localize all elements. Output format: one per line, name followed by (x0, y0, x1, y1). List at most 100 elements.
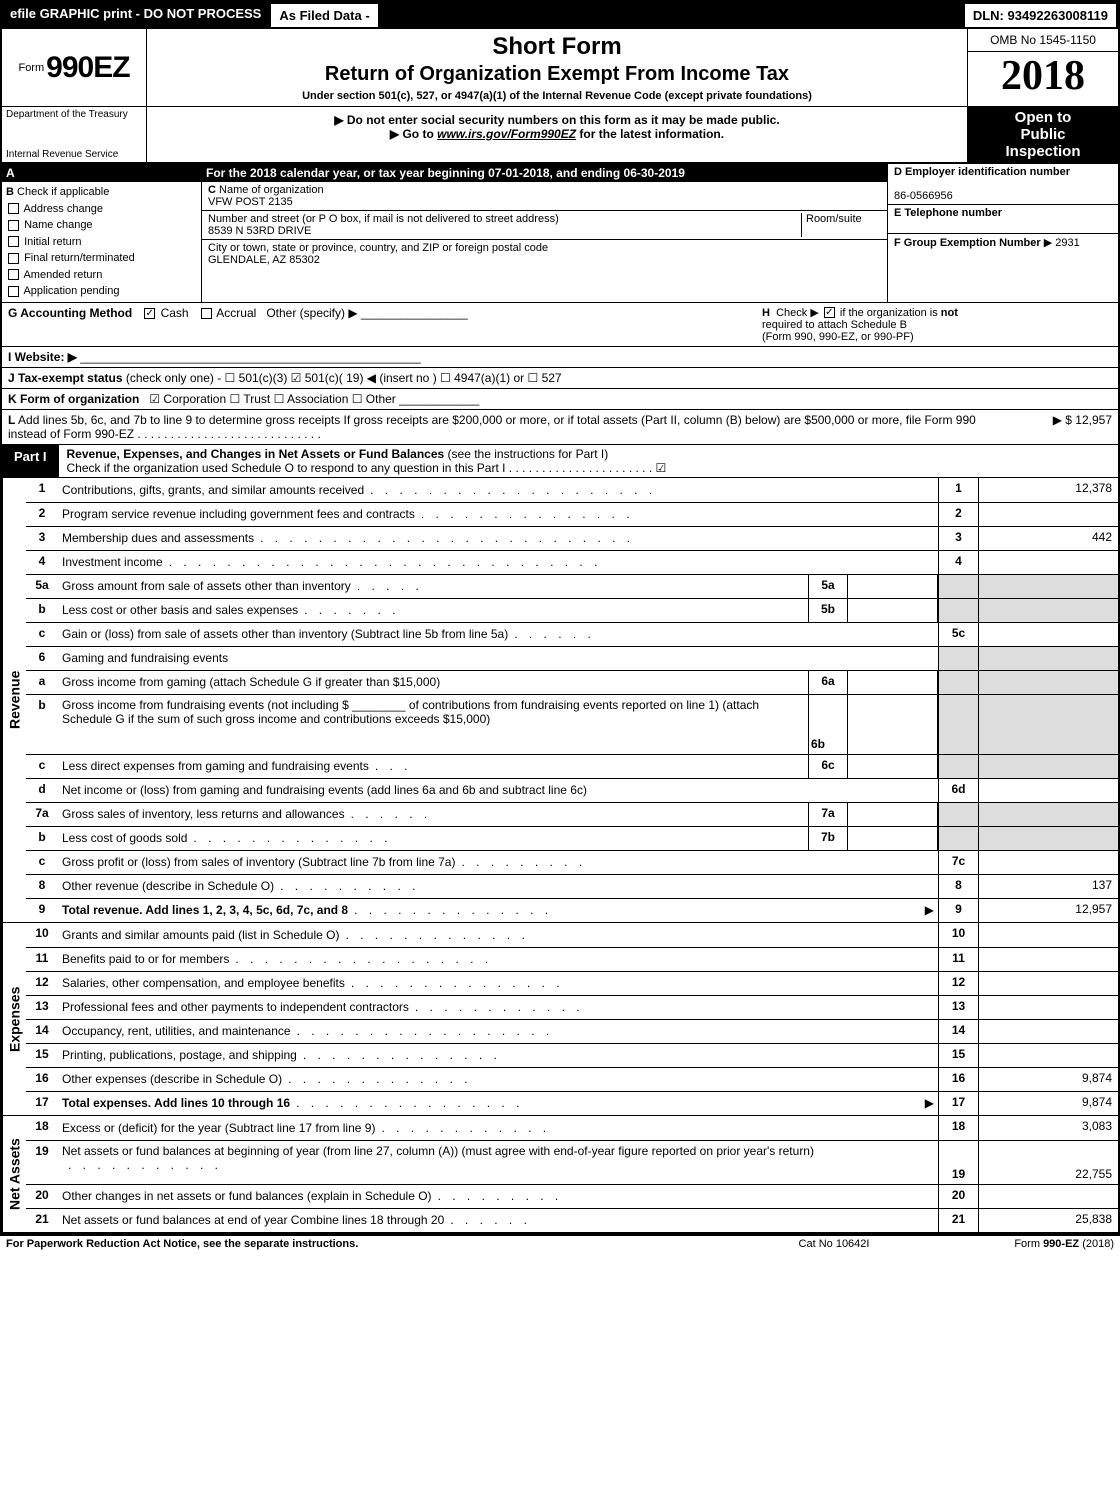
checkbox-final-return[interactable] (8, 253, 19, 264)
g-label: G Accounting Method (8, 306, 132, 320)
ln12-num: 12 (26, 972, 58, 995)
b-item-4: Amended return (23, 269, 102, 281)
ln11-val (978, 948, 1118, 971)
checkbox-amended-return[interactable] (8, 269, 19, 280)
dept-treasury: Department of the Treasury (6, 109, 142, 120)
line-17: 17 Total expenses. Add lines 10 through … (26, 1091, 1118, 1115)
i-label: I Website: ▶ (8, 350, 77, 364)
ln7b-val (978, 827, 1118, 850)
line-7b: b Less cost of goods sold. . . . . . . .… (26, 826, 1118, 850)
open-public-badge: Open to Public Inspection (968, 107, 1118, 162)
netassets-lines: 18 Excess or (deficit) for the year (Sub… (26, 1116, 1118, 1232)
ln8-num: 8 (26, 875, 58, 898)
form-word: Form (18, 62, 44, 74)
line-13: 13 Professional fees and other payments … (26, 995, 1118, 1019)
ln20-desc: Other changes in net assets or fund bala… (62, 1189, 432, 1203)
line-10: 10 Grants and similar amounts paid (list… (26, 923, 1118, 947)
ln19-val: 22,755 (978, 1141, 1118, 1184)
netassets-side-label: Net Assets (2, 1116, 26, 1232)
a-end-date: 06-30-2019 (624, 166, 685, 180)
checkbox-accrual[interactable] (201, 308, 212, 319)
ln6-desc-wrap: Gaming and fundraising events (58, 647, 938, 670)
org-city: GLENDALE, AZ 85302 (208, 254, 320, 266)
room-suite-label: Room/suite (806, 213, 862, 225)
ln17-rnum: 17 (938, 1092, 978, 1115)
ln7a-rnum (938, 803, 978, 826)
b-item-1: Name change (24, 219, 93, 231)
ln13-val (978, 996, 1118, 1019)
checkbox-cash[interactable] (144, 308, 155, 319)
checkbox-initial-return[interactable] (8, 236, 19, 247)
goto-pre: ▶ Go to (390, 127, 437, 141)
expenses-side-label: Expenses (2, 923, 26, 1115)
ln6c-desc-wrap: Less direct expenses from gaming and fun… (58, 755, 808, 778)
k-label: K Form of organization (8, 392, 139, 406)
ln13-rnum: 13 (938, 996, 978, 1019)
ln7a-val (978, 803, 1118, 826)
checkbox-h[interactable] (824, 307, 835, 318)
line-6c: c Less direct expenses from gaming and f… (26, 754, 1118, 778)
ln21-desc-wrap: Net assets or fund balances at end of ye… (58, 1209, 938, 1232)
ln6b-desc-wrap: Gross income from fundraising events (no… (58, 695, 808, 754)
ln5b-val (978, 599, 1118, 622)
ln5b-sub: 5b (808, 599, 848, 622)
omb-number: OMB No 1545-1150 (968, 29, 1118, 52)
inspection: Inspection (970, 143, 1116, 160)
g-accrual: Accrual (216, 306, 256, 320)
ein-value: 86-0566956 (894, 190, 953, 202)
ln10-rnum: 10 (938, 923, 978, 947)
footer-cat: Cat No 10642I (734, 1238, 934, 1250)
ln6d-val (978, 779, 1118, 802)
h-not: not (941, 307, 958, 319)
expenses-section: Expenses 10 Grants and similar amounts p… (2, 923, 1118, 1116)
ln6d-desc-wrap: Net income or (loss) from gaming and fun… (58, 779, 938, 802)
ln6c-subval (848, 755, 938, 778)
ln5b-subval (848, 599, 938, 622)
ln5c-num: c (26, 623, 58, 646)
ln6a-val (978, 671, 1118, 694)
line-7c: c Gross profit or (loss) from sales of i… (26, 850, 1118, 874)
h-text3: required to attach Schedule B (762, 319, 907, 331)
ln19-rnum: 19 (938, 1141, 978, 1184)
line-6: 6 Gaming and fundraising events (26, 646, 1118, 670)
ln20-num: 20 (26, 1185, 58, 1208)
ln3-val: 442 (978, 527, 1118, 550)
ln6b-val (978, 695, 1118, 754)
subtitle: Under section 501(c), 527, or 4947(a)(1)… (153, 90, 961, 102)
ln17-num: 17 (26, 1092, 58, 1115)
ln6d-num: d (26, 779, 58, 802)
ln7b-desc: Less cost of goods sold (62, 831, 187, 845)
ln1-val: 12,378 (978, 478, 1118, 502)
ln8-desc: Other revenue (describe in Schedule O) (62, 879, 274, 893)
ln7b-desc-wrap: Less cost of goods sold. . . . . . . . .… (58, 827, 808, 850)
irs-link[interactable]: www.irs.gov/Form990EZ (437, 127, 576, 141)
ln14-val (978, 1020, 1118, 1043)
ln7a-num: 7a (26, 803, 58, 826)
checkbox-application-pending[interactable] (8, 286, 19, 297)
ln4-num: 4 (26, 551, 58, 574)
ln9-rnum: 9 (938, 899, 978, 922)
ln6d-rnum: 6d (938, 779, 978, 802)
ln16-rnum: 16 (938, 1068, 978, 1091)
ln5c-rnum: 5c (938, 623, 978, 646)
b-item-2: Initial return (24, 236, 81, 248)
d-label: D Employer identification number (894, 166, 1070, 178)
line-20: 20 Other changes in net assets or fund b… (26, 1184, 1118, 1208)
ln6d-desc: Net income or (loss) from gaming and fun… (62, 783, 587, 797)
ln16-desc-wrap: Other expenses (describe in Schedule O).… (58, 1068, 938, 1091)
dept-cell: Department of the Treasury Internal Reve… (2, 107, 147, 162)
ln3-desc-wrap: Membership dues and assessments. . . . .… (58, 527, 938, 550)
ln2-desc: Program service revenue including govern… (62, 507, 415, 521)
ln1-num: 1 (26, 478, 58, 502)
checkbox-name-change[interactable] (8, 220, 19, 231)
ln7b-rnum (938, 827, 978, 850)
l-value: ▶ $ 12,957 (1012, 413, 1112, 441)
line-6d: d Net income or (loss) from gaming and f… (26, 778, 1118, 802)
ln15-desc-wrap: Printing, publications, postage, and shi… (58, 1044, 938, 1067)
ln5c-val (978, 623, 1118, 646)
ln16-desc: Other expenses (describe in Schedule O) (62, 1072, 282, 1086)
arrow-icon: ▶ (925, 1096, 934, 1110)
ln1-desc-wrap: Contributions, gifts, grants, and simila… (58, 478, 938, 502)
checkbox-address-change[interactable] (8, 203, 19, 214)
ln11-desc-wrap: Benefits paid to or for members. . . . .… (58, 948, 938, 971)
